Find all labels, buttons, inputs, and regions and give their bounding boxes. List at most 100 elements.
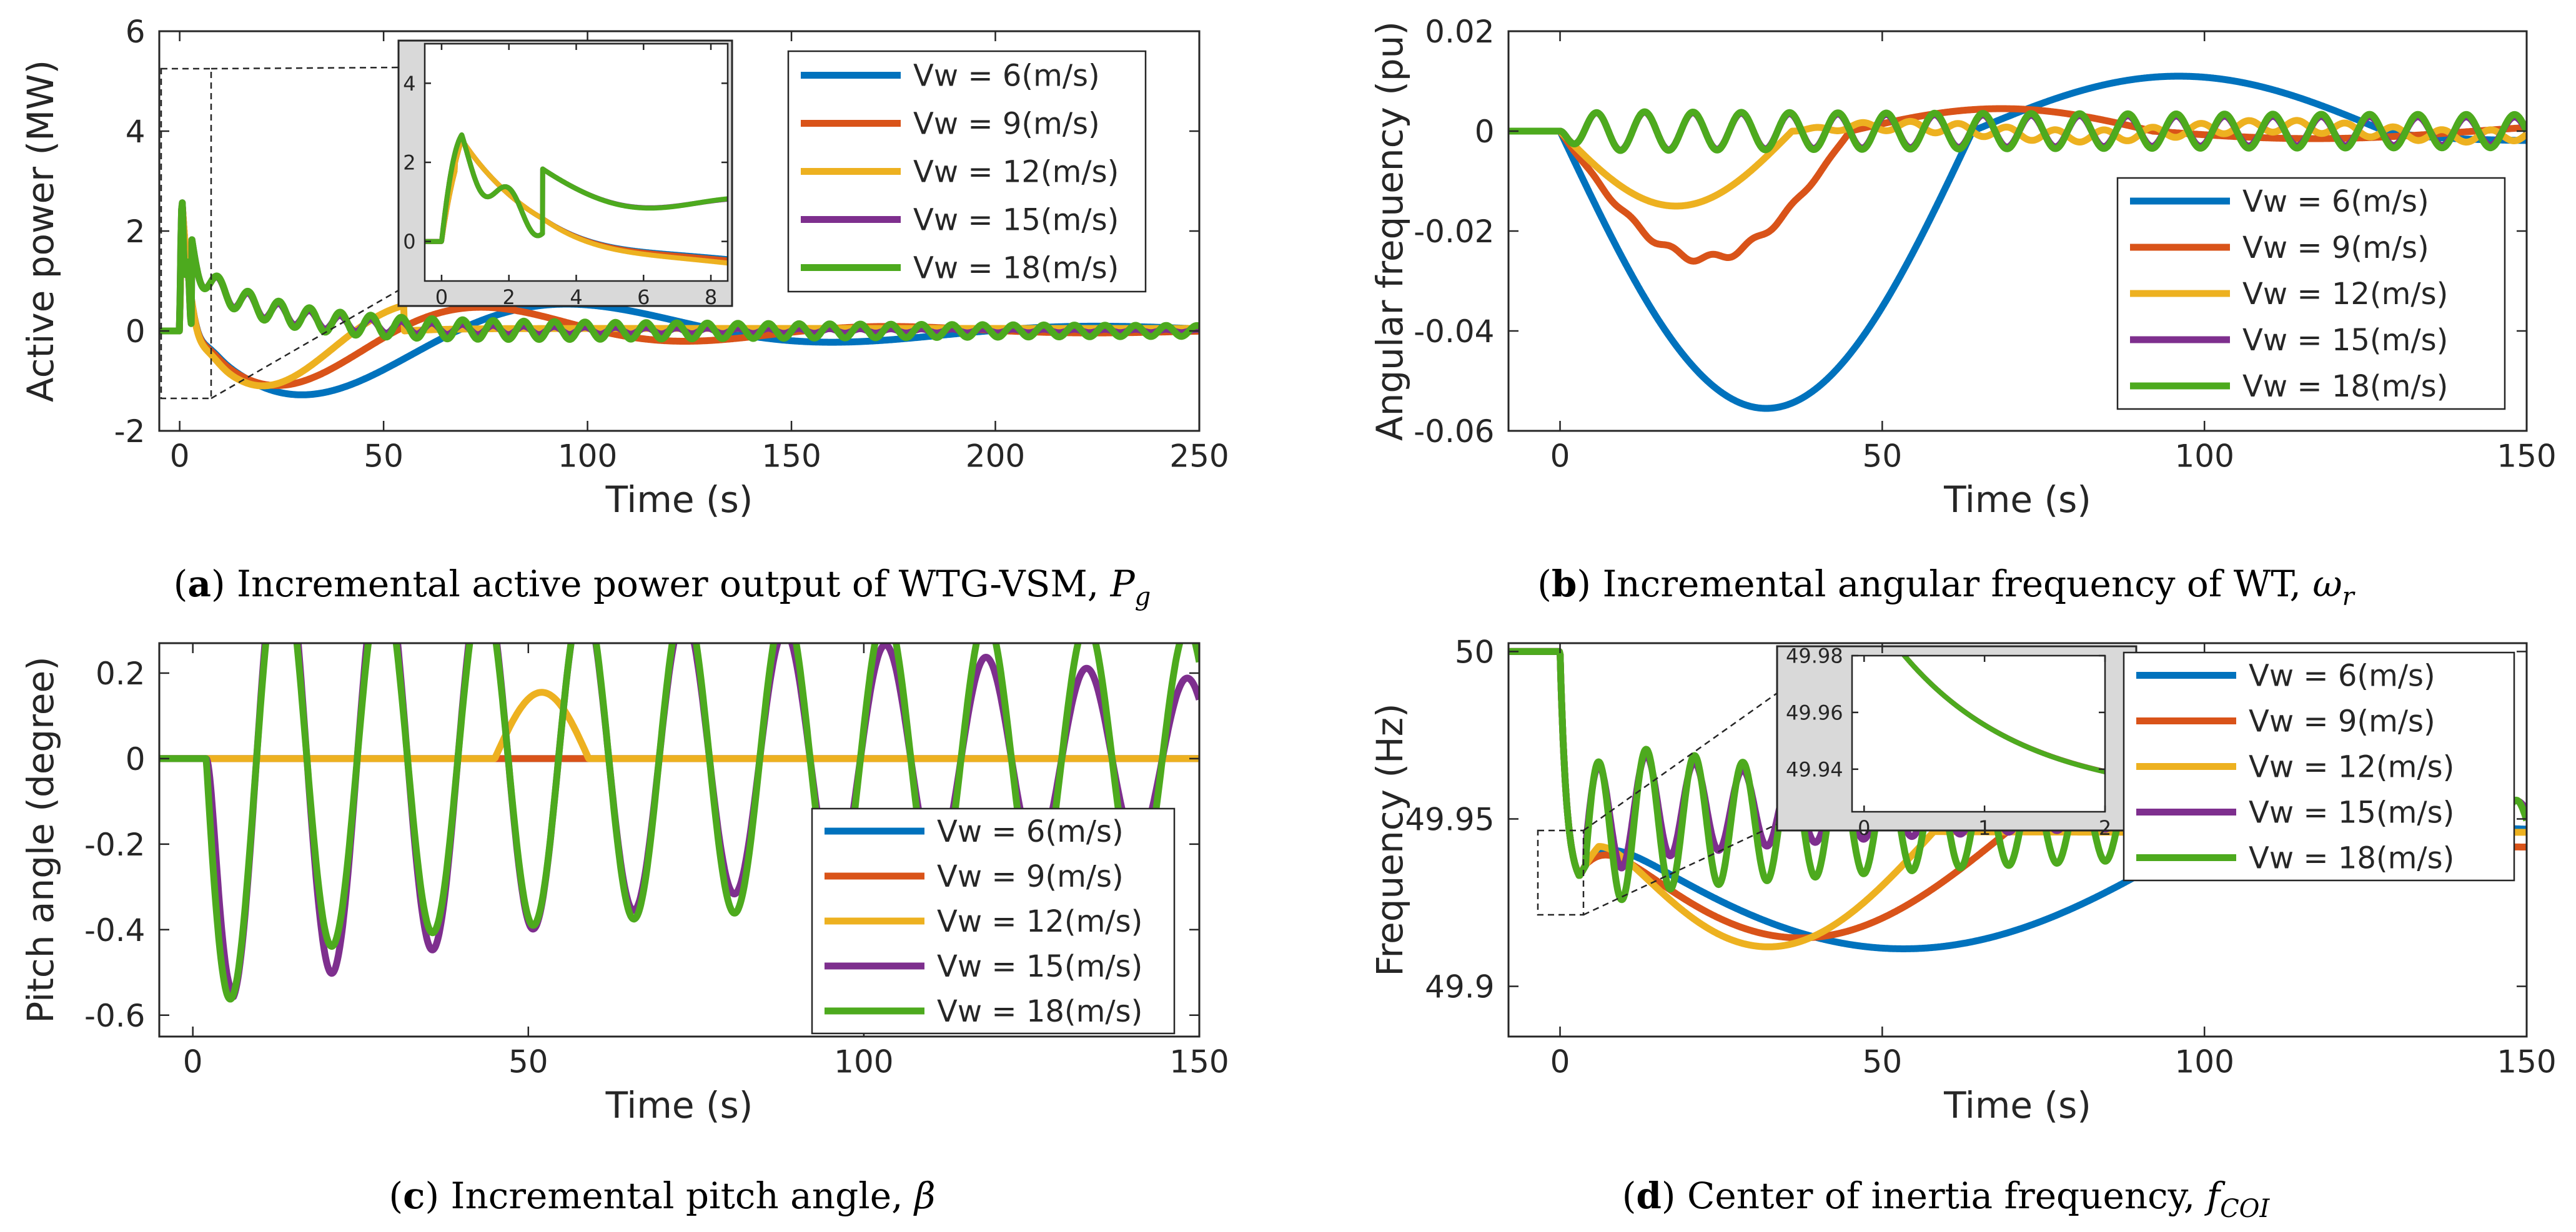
chart-d-inset-ytick-label: 49.94: [1786, 757, 1843, 781]
chart-c-axes-frame: [158, 642, 1201, 1038]
chart-d-legend-label: Vw = 6(m/s): [2249, 659, 2435, 694]
chart-a-xtick-label: 100: [558, 438, 617, 475]
chart-d-ytick-label: 49.95: [1405, 801, 1494, 837]
chart-d-legend-label: Vw = 15(m/s): [2249, 796, 2454, 830]
chart-c-xtick-label: 0: [183, 1044, 203, 1080]
caption-b: (b) Incremental angular frequency of WT,…: [1537, 563, 2356, 611]
chart-c-legend: Vw = 6(m/s) Vw = 9(m/s) Vw = 12(m/s) Vw = 1…: [811, 807, 1176, 1035]
chart-c-ytick-label: -0.2: [84, 827, 146, 863]
chart-a-inset-xtick-label: 0: [435, 285, 448, 309]
chart-a-xtick-label: 150: [761, 438, 821, 475]
chart-d-zoom-region: [1537, 829, 1585, 916]
chart-a-series-18-line: [159, 199, 1199, 343]
chart-c-legend-label: Vw = 6(m/s): [937, 814, 1124, 849]
chart-c-legend-label: Vw = 18(m/s): [937, 994, 1142, 1029]
chart-a-legend-label: Vw = 15(m/s): [913, 203, 1119, 238]
caption-c: (c) Incremental pitch angle, β: [389, 1175, 936, 1217]
chart-b-legend-label: Vw = 9(m/s): [2242, 230, 2429, 265]
chart-c-series-12-line: [159, 689, 1199, 762]
chart-a-legend-label: Vw = 18(m/s): [913, 251, 1119, 286]
chart-d-ytick-label: 50: [1455, 634, 1495, 670]
chart-d-zoom-connector: [1583, 692, 1778, 832]
chart-a-xtick-label: 250: [1169, 438, 1229, 475]
chart-a-xtick-label: 0: [170, 438, 190, 475]
chart-a-xtick-label: 50: [364, 438, 404, 475]
chart-b-ytick-label: -0.06: [1414, 413, 1494, 450]
chart-b-legend: Vw = 6(m/s) Vw = 9(m/s) Vw = 12(m/s) Vw = 1…: [2116, 177, 2506, 410]
chart-a-inset-xtick-label: 6: [637, 285, 650, 309]
chart-b-series-18-line: [1508, 108, 2527, 154]
chart-d-inset: 0 1 2 49.94 49.96 49.98: [1776, 644, 2138, 840]
chart-b-ytick-label: -0.02: [1414, 214, 1494, 250]
chart-a-inset-ytick-label: 2: [403, 151, 415, 175]
panel-a: 0 2 4 6 8 0 2 4 0 50 100 150 200 250 -2 0 2 4 6 Time (s) Act…: [19, 14, 1229, 521]
chart-b-xtick-label: 50: [1863, 438, 1903, 475]
chart-c-legend-label: Vw = 9(m/s): [937, 859, 1124, 894]
chart-d-axes-frame: [1507, 642, 2528, 1038]
chart-a-inset-series-18-line: [425, 132, 728, 244]
chart-a-inset-ytick-label: 0: [403, 230, 415, 254]
panel-d: 0 1 2 49.94 49.96 49.98 0 50 100 150 49.9 49.95 50 Ti…: [1369, 634, 2557, 1126]
chart-d-legend-label: Vw = 9(m/s): [2249, 704, 2435, 739]
chart-b-legend-label: Vw = 18(m/s): [2242, 369, 2448, 404]
chart-d-inset-xtick-label: 1: [1978, 816, 1991, 840]
chart-b-ylabel: Angular frequency (pu): [1369, 21, 1411, 441]
caption-d: (d) Center of inertia frequency, fCOI: [1622, 1175, 2271, 1223]
chart-d-legend: Vw = 6(m/s) Vw = 9(m/s) Vw = 12(m/s) Vw = 1…: [2123, 651, 2515, 882]
chart-d-inset-axes-frame: [1851, 654, 2106, 813]
chart-c-ytick-label: 0.2: [96, 656, 146, 692]
chart-a-legend-label: Vw = 12(m/s): [913, 155, 1119, 190]
chart-a-zoom-connector: [211, 289, 399, 400]
chart-b-legend-label: Vw = 6(m/s): [2242, 184, 2429, 219]
chart-b-series-6-line: [1508, 72, 2527, 412]
chart-d-xtick-label: 150: [2497, 1044, 2556, 1080]
chart-a-xlabel: Time (s): [605, 478, 753, 521]
chart-a-ytick-label: 4: [126, 114, 146, 150]
chart-a-inset-xtick-label: 8: [705, 285, 717, 309]
chart-c-legend-label: Vw = 15(m/s): [937, 949, 1142, 984]
chart-d-legend-label: Vw = 18(m/s): [2249, 841, 2454, 876]
chart-a-xtick-label: 200: [966, 438, 1025, 475]
chart-a-inset-xtick-label: 2: [503, 285, 515, 309]
chart-d-inset-ytick-label: 49.96: [1786, 701, 1843, 724]
chart-a-inset: 0 2 4 6 8 0 2 4: [397, 39, 733, 309]
chart-c-xlabel: Time (s): [605, 1084, 753, 1126]
chart-a-inset-series-12-line: [425, 137, 728, 266]
chart-d-inset-series-18-line: [1901, 656, 2105, 774]
chart-d-xtick-label: 50: [1863, 1044, 1903, 1080]
chart-b-legend-label: Vw = 15(m/s): [2242, 323, 2448, 358]
chart-b-xlabel: Time (s): [1943, 478, 2091, 521]
chart-d-zoom-connector: [1583, 823, 1778, 916]
chart-a-legend: Vw = 6(m/s) Vw = 9(m/s) Vw = 12(m/s) Vw = 1…: [787, 50, 1147, 293]
panel-c: 0 50 100 150 -0.6 -0.4 -0.2 0 0.2 Time (s) Pitch a…: [19, 642, 1229, 1126]
chart-d-ytick-label: 49.9: [1425, 969, 1494, 1005]
chart-a-inset-xtick-label: 4: [570, 285, 582, 309]
caption-a: (a) Incremental active power output of W…: [174, 563, 1151, 611]
chart-b-ytick-label: 0.02: [1425, 14, 1494, 50]
chart-d-inset-plot-area: [1852, 656, 2105, 812]
chart-d-xtick-label: 100: [2174, 1044, 2234, 1080]
chart-a-ytick-label: 0: [126, 313, 146, 350]
chart-b-ytick-label: -0.04: [1414, 313, 1494, 350]
chart-a-zoom-region: [160, 67, 212, 400]
chart-a-inset-ytick-label: 4: [403, 72, 415, 96]
chart-c-ytick-label: -0.4: [84, 912, 146, 949]
chart-a-legend-label: Vw = 9(m/s): [913, 107, 1100, 142]
panel-b: 0 50 100 150 -0.06 -0.04 -0.02 0 0.02 Time (s) Ang…: [1369, 14, 2557, 521]
chart-c-ytick-label: -0.6: [84, 998, 146, 1034]
chart-d-xtick-label: 0: [1550, 1044, 1570, 1080]
chart-b-ytick-label: 0: [1475, 114, 1495, 150]
chart-c-ytick-label: 0: [126, 741, 146, 777]
chart-a-ytick-label: 2: [126, 214, 146, 250]
chart-c-xtick-label: 100: [834, 1044, 893, 1080]
chart-a-legend-label: Vw = 6(m/s): [913, 59, 1100, 94]
chart-b-xtick-label: 0: [1550, 438, 1570, 475]
chart-b-legend-label: Vw = 12(m/s): [2242, 277, 2448, 312]
chart-c-xtick-label: 50: [508, 1044, 548, 1080]
chart-d-inset-ytick-label: 49.98: [1786, 644, 1843, 668]
chart-b-xtick-label: 150: [2497, 438, 2556, 475]
chart-c-legend-label: Vw = 12(m/s): [937, 904, 1142, 939]
chart-a-ytick-label: 6: [126, 14, 146, 50]
chart-d-inset-xtick-label: 0: [1858, 816, 1870, 840]
